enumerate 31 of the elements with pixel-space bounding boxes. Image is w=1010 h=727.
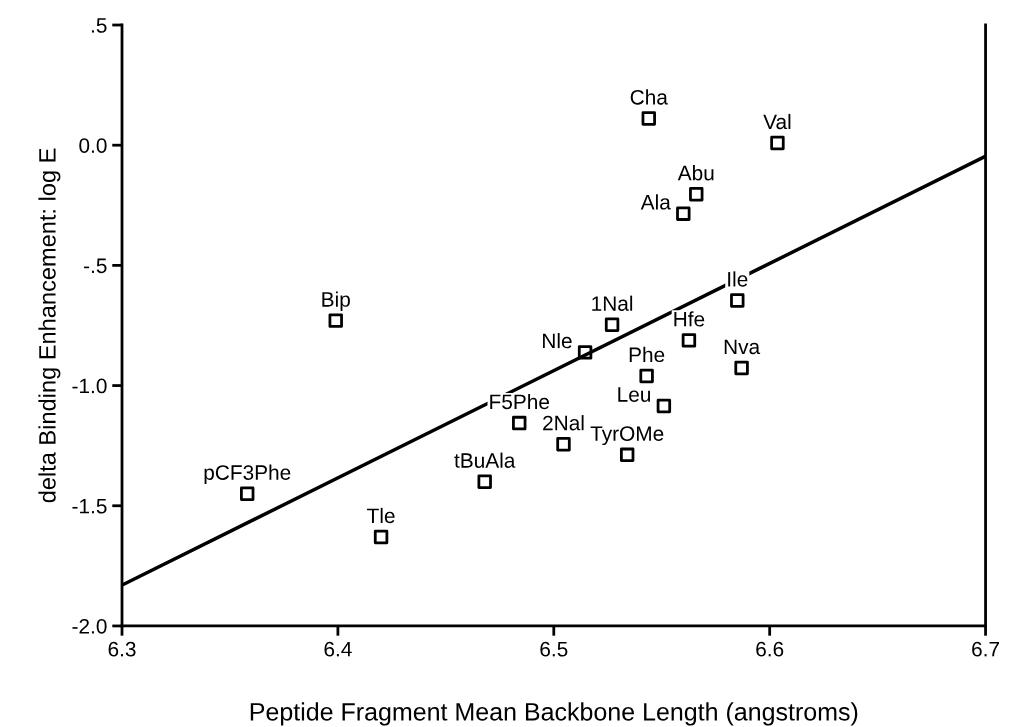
x-tick-label: 6.4 bbox=[324, 641, 352, 657]
y-axis-title: delta Binding Enhancement: log E bbox=[38, 148, 61, 503]
annotation: Tle bbox=[367, 507, 395, 524]
annotation: tBuAla bbox=[454, 452, 516, 468]
annotation: 1Nal bbox=[592, 295, 633, 311]
y-tick-label: .5 bbox=[91, 18, 107, 33]
annotation: TyrOMe bbox=[590, 426, 664, 446]
annotation: Ile bbox=[728, 271, 748, 287]
x-tick-label: 6.6 bbox=[756, 641, 784, 657]
annotation: Leu bbox=[618, 387, 650, 402]
annotation: Hfe bbox=[674, 311, 705, 327]
annotation: Phe bbox=[629, 346, 665, 363]
annotation: Bip bbox=[322, 291, 350, 311]
y-tick-label: 0.0 bbox=[79, 138, 107, 153]
annotation: Nva bbox=[724, 339, 761, 355]
y-tick-label: -1.0 bbox=[72, 378, 107, 394]
annotation: Abu bbox=[677, 165, 714, 181]
annotation: Ala bbox=[640, 194, 671, 210]
x-tick-label: 6.7 bbox=[972, 641, 999, 657]
y-tick-label: -.5 bbox=[84, 258, 107, 274]
annotation: pCF3Phe bbox=[204, 464, 291, 485]
annotation: 2Nal bbox=[543, 415, 584, 431]
x-axis-title: Peptide Fragment Mean Backbone Length (angstroms) bbox=[250, 702, 858, 726]
y-tick-label: -1.5 bbox=[72, 498, 107, 514]
annotation: Cha bbox=[630, 89, 668, 105]
annotation: Val bbox=[763, 113, 791, 130]
annotation: F5Phe bbox=[490, 393, 550, 410]
x-tick-label: 6.3 bbox=[108, 641, 136, 657]
annotation: Nle bbox=[543, 332, 572, 349]
x-tick-label: 6.5 bbox=[540, 641, 568, 657]
y-tick-label: -2.0 bbox=[72, 618, 107, 634]
